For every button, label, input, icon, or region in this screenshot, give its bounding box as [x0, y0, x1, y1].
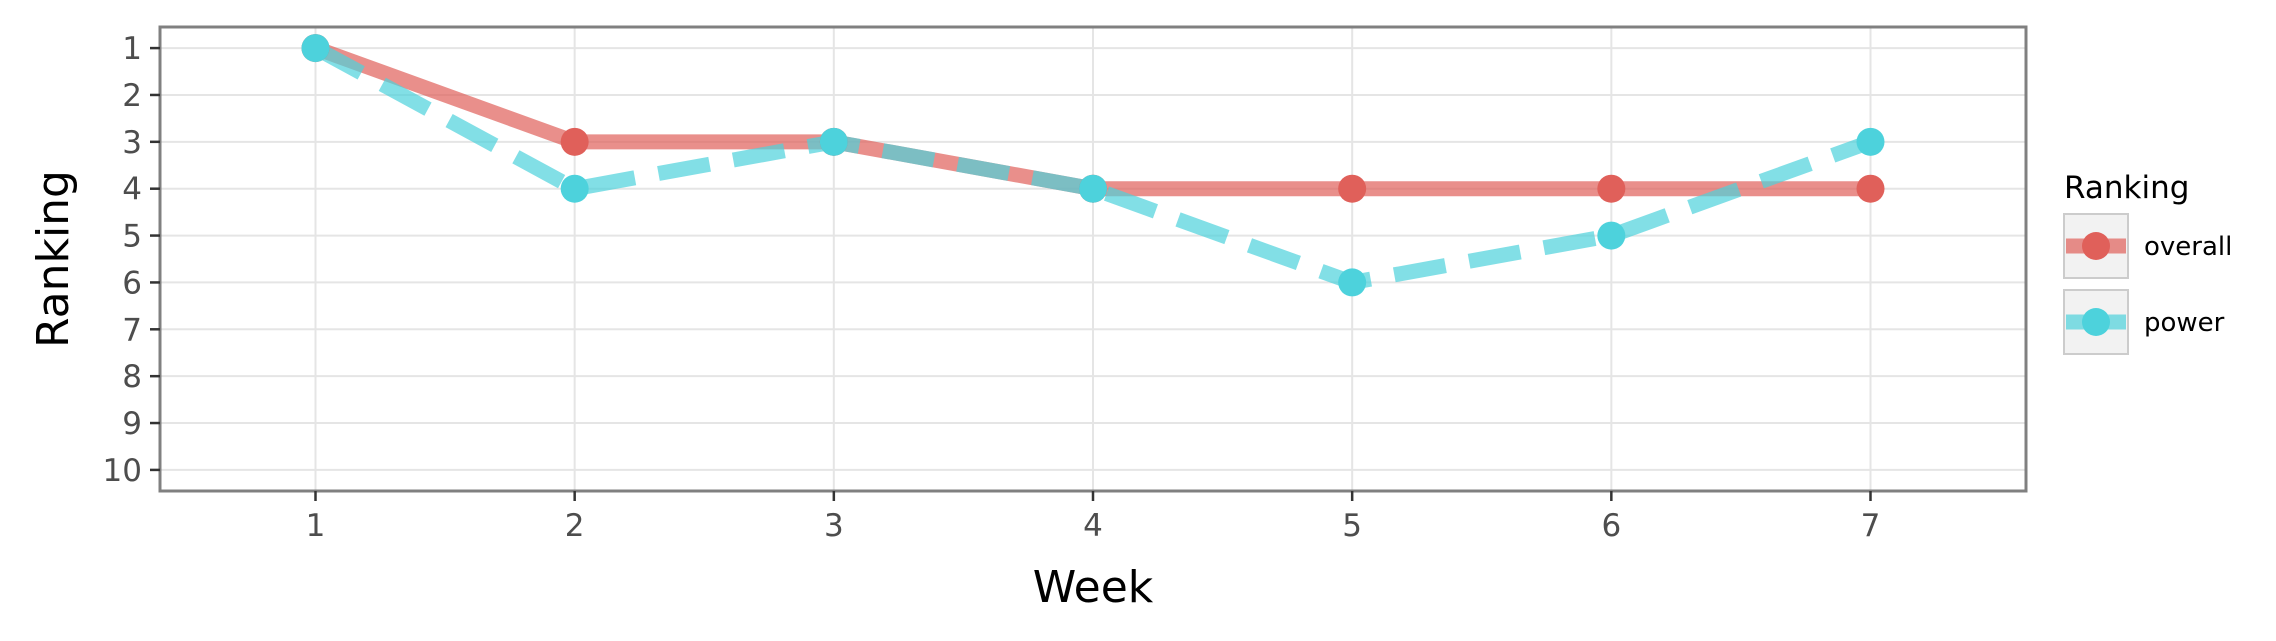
y-tick-label: 10 — [103, 453, 142, 489]
data-point-overall — [1338, 174, 1367, 203]
y-tick-label: 7 — [122, 312, 142, 348]
y-tick-label: 2 — [122, 78, 142, 114]
data-point-overall — [1597, 174, 1626, 203]
x-tick-label: 6 — [1601, 508, 1621, 544]
data-point-overall — [560, 127, 589, 156]
axes: 1 2 3 4 5 6 7 1 2 3 4 5 6 7 8 9 10 — [103, 31, 1881, 544]
y-tick-label: 3 — [122, 125, 142, 161]
legend-dot-overall — [2082, 232, 2110, 260]
data-point-power — [560, 174, 589, 203]
grid — [160, 27, 2026, 491]
x-tick-label: 1 — [306, 508, 326, 544]
data-point-power — [1079, 174, 1107, 203]
data-point-power — [1338, 268, 1367, 297]
legend-label-overall: overall — [2144, 232, 2232, 262]
x-tick-label: 5 — [1342, 508, 1362, 544]
legend-label-power: power — [2144, 308, 2225, 338]
data-point-power — [1856, 127, 1885, 156]
x-axis-title: Week — [1033, 562, 1154, 613]
y-tick-label: 1 — [122, 31, 142, 67]
x-tick-label: 2 — [565, 508, 585, 544]
legend: Ranking overall power — [2063, 170, 2232, 355]
data-point-power — [301, 34, 330, 63]
x-tick-label: 3 — [824, 508, 844, 544]
series-lines — [301, 34, 1885, 297]
data-point-power — [1597, 221, 1626, 250]
data-point-power — [819, 127, 848, 156]
y-tick-label: 4 — [122, 172, 142, 208]
y-axis-title: Ranking — [28, 170, 79, 348]
x-tick-label: 4 — [1083, 508, 1103, 544]
data-point-overall — [1856, 174, 1885, 203]
y-tick-label: 6 — [122, 265, 142, 301]
x-tick-label: 7 — [1861, 508, 1881, 544]
legend-dot-power — [2082, 308, 2110, 336]
y-tick-label: 8 — [122, 359, 142, 395]
y-tick-label: 9 — [122, 406, 142, 442]
y-tick-label: 5 — [122, 219, 142, 255]
legend-title: Ranking — [2064, 170, 2189, 206]
